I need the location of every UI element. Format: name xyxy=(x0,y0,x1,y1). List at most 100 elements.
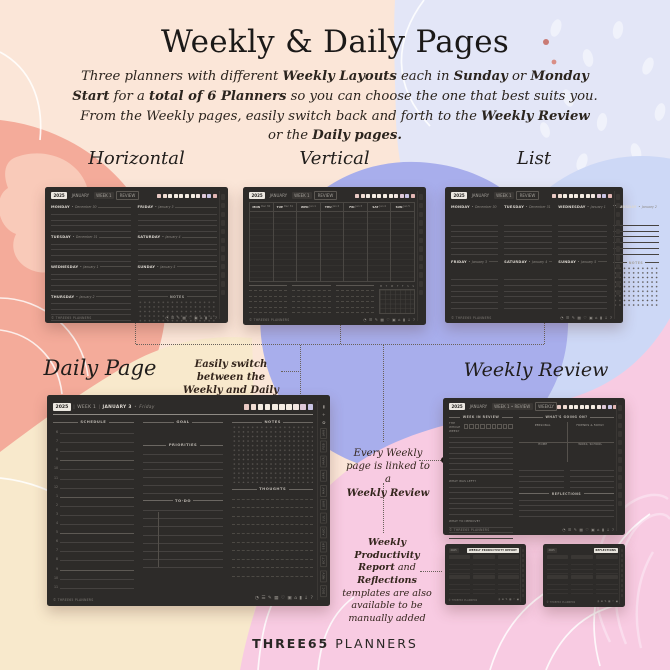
schedule-row: 6 xyxy=(53,425,134,435)
ruled-line xyxy=(504,290,553,292)
goal-space xyxy=(143,425,224,441)
reflections-label: REFLECTIONS xyxy=(551,491,582,496)
rating-box xyxy=(474,424,480,429)
pen-icon: ✎ xyxy=(505,598,508,602)
planner-footer-icons: ◔ ☰ ✎ ▦ ♡ ▣ xyxy=(498,598,519,602)
schedule-column: SCHEDULE 6 7 8 9 10 11 12 1 2 3 4 5 6 7 8 9 10 11 xyxy=(53,418,134,589)
template-footer: © THREE65 PLANNERS ◔ ☰ ✎ ▦ ♡ ▣ xyxy=(546,600,619,604)
ruled-line xyxy=(292,290,331,292)
day-tab-square xyxy=(591,193,596,198)
side-tab xyxy=(418,246,424,252)
rating-label: THE WHOLE WEEK? xyxy=(449,420,461,433)
template-lines xyxy=(448,580,470,595)
ruled-line xyxy=(449,487,513,489)
download-icon: ↓ xyxy=(407,317,411,323)
schedule-row: 10 xyxy=(53,571,134,580)
day-column-header: WED Jan 1 xyxy=(297,203,320,212)
ruled-line xyxy=(249,301,288,303)
ruled-line xyxy=(142,453,224,455)
section-header: REFLECTIONS xyxy=(519,492,614,496)
day-tab-square xyxy=(608,193,612,198)
bullet-separator: • xyxy=(72,235,75,240)
label-daily-page: Daily Page xyxy=(43,356,157,380)
clock-icon: ◔ xyxy=(597,600,600,604)
side-tab xyxy=(418,202,424,209)
day-tab-squares xyxy=(552,193,612,198)
template-lines xyxy=(448,560,470,575)
planner-tab: REVIEW xyxy=(116,191,139,200)
ruled-line xyxy=(569,475,614,477)
planner-brand: © THREE65 PLANNERS xyxy=(546,601,576,604)
day-column: FRI Jan 3 xyxy=(344,203,368,281)
template-section-chip xyxy=(473,554,495,559)
hour-label: 1 xyxy=(55,493,58,498)
spacer xyxy=(451,264,498,275)
ruled-line xyxy=(451,247,499,249)
planner-tab: REVIEW xyxy=(314,191,337,200)
grid-icon: ▦ xyxy=(577,315,581,321)
day-date: December 30 xyxy=(474,205,497,210)
ruled-line xyxy=(232,507,314,509)
ruled-line xyxy=(449,473,513,475)
day-header: SATURDAY • January 4 xyxy=(138,235,217,239)
bullet-separator: • xyxy=(525,205,528,210)
month-tab: DEC xyxy=(320,584,328,597)
day-tab-square xyxy=(250,404,257,410)
connector-line xyxy=(135,321,136,344)
side-tab xyxy=(620,559,624,562)
ruled-line xyxy=(51,303,131,305)
side-tab xyxy=(521,569,525,572)
template-footer: © THREE65 PLANNERS ◔ ☰ ✎ ▦ ♡ ▣ xyxy=(449,598,520,602)
rating-box xyxy=(469,424,474,429)
intro-segment: or the xyxy=(268,128,313,144)
day-date: December 31 xyxy=(75,235,98,240)
day-tab-square xyxy=(355,193,360,198)
ruled-line xyxy=(142,567,224,569)
planner-tab: JANUARY xyxy=(469,403,488,409)
year-tab: 2025 xyxy=(53,403,71,411)
day-column-rows xyxy=(367,211,391,281)
annotation-linked: Every Weekly page is linked to a Weekly Re… xyxy=(346,447,430,500)
day-tab-square xyxy=(185,193,190,198)
day-tab-square xyxy=(602,404,607,409)
quadrant-horizontal-line xyxy=(519,441,614,443)
month-tab-strip: ▮ + ✿ JAN FEB MAR APR MAY JUN JUL AUG SEP OCT NOV DEC xyxy=(316,401,331,600)
side-tab xyxy=(617,457,623,463)
day-name: WED xyxy=(300,204,309,209)
lines-left xyxy=(519,466,564,488)
day-column-header: MON Dec 30 xyxy=(250,203,273,212)
template-section-chip xyxy=(571,574,594,579)
connector-line-main xyxy=(136,344,544,345)
intro-segment: Three planners with different xyxy=(81,69,283,84)
schedule-row: 9 xyxy=(53,452,134,462)
list-block xyxy=(335,285,374,314)
day-column: THU Jan 2 xyxy=(320,203,345,281)
planner-tab: 2025 xyxy=(449,403,466,410)
ruled-line xyxy=(613,236,659,238)
ruled-line xyxy=(613,253,659,255)
bullet-separator: • xyxy=(71,205,74,210)
label-list: List xyxy=(516,148,552,169)
day-rule xyxy=(175,206,217,208)
hour-line xyxy=(60,433,134,435)
side-tab xyxy=(220,263,226,270)
bookmark-icon: ▮ xyxy=(322,404,325,409)
notes-dot-grid xyxy=(613,266,659,309)
side-tab xyxy=(617,448,623,455)
rating-box xyxy=(508,424,513,429)
side-tab xyxy=(418,228,424,235)
intro-segment: Daily pages. xyxy=(312,128,402,144)
day-date: January 1 xyxy=(83,264,99,269)
ruled-line xyxy=(335,306,374,308)
rating-box xyxy=(486,424,491,429)
annotation-segment: templates are also xyxy=(342,587,432,599)
intro-segment: Weekly Review xyxy=(481,108,590,124)
day-tab-square xyxy=(162,193,167,198)
hour-line xyxy=(60,533,134,535)
intro-segment: Monday Start xyxy=(72,69,589,104)
day-tab-square xyxy=(300,404,306,410)
schedule-row: 6 xyxy=(53,534,134,544)
ruled-line xyxy=(51,279,131,281)
ruled-line xyxy=(451,279,499,281)
planner-tab: JANUARY xyxy=(471,192,490,198)
